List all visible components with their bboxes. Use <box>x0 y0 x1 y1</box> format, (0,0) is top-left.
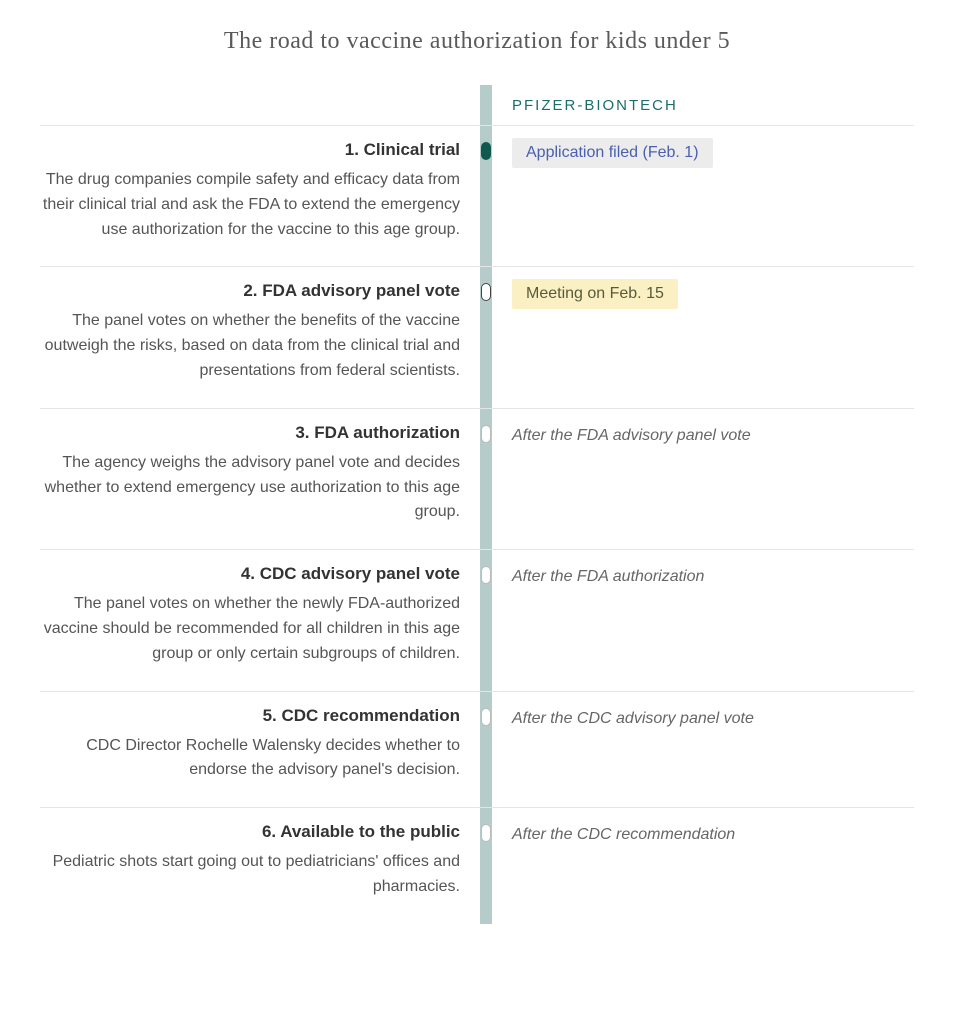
status-label: After the FDA authorization <box>512 562 704 592</box>
timeline-marker <box>481 566 491 584</box>
step-left: 3. FDA authorization The agency weighs th… <box>40 409 480 549</box>
step-left: 5. CDC recommendation CDC Director Rochel… <box>40 692 480 808</box>
step-row: 5. CDC recommendation CDC Director Rochel… <box>40 691 914 808</box>
timeline-track <box>480 692 492 808</box>
timeline-marker <box>481 824 491 842</box>
step-status: After the FDA advisory panel vote <box>492 409 914 549</box>
step-row: 3. FDA authorization The agency weighs th… <box>40 408 914 549</box>
timeline-track <box>480 808 492 924</box>
step-title: 2. FDA advisory panel vote <box>40 281 460 301</box>
column-label: PFIZER-BIONTECH <box>492 97 914 114</box>
timeline-track <box>480 409 492 549</box>
status-label: Application filed (Feb. 1) <box>512 138 713 168</box>
step-description: CDC Director Rochelle Walensky decides w… <box>40 734 460 784</box>
timeline-marker <box>481 142 491 160</box>
step-description: The drug companies compile safety and ef… <box>40 168 460 242</box>
step-row: 1. Clinical trial The drug companies comp… <box>40 125 914 266</box>
page-title: The road to vaccine authorization for ki… <box>40 20 914 85</box>
status-label: After the CDC advisory panel vote <box>512 704 754 734</box>
steps-list: 1. Clinical trial The drug companies comp… <box>40 125 914 924</box>
step-title: 6. Available to the public <box>40 822 460 842</box>
step-left: 6. Available to the public Pediatric shot… <box>40 808 480 924</box>
step-row: 2. FDA advisory panel vote The panel vote… <box>40 266 914 407</box>
timeline-marker <box>481 283 491 301</box>
step-left: 2. FDA advisory panel vote The panel vote… <box>40 267 480 407</box>
status-label: Meeting on Feb. 15 <box>512 279 678 309</box>
step-status: After the CDC recommendation <box>492 808 914 924</box>
step-description: The panel votes on whether the newly FDA… <box>40 592 460 666</box>
step-left: 1. Clinical trial The drug companies comp… <box>40 126 480 266</box>
step-description: The panel votes on whether the benefits … <box>40 309 460 383</box>
timeline-marker <box>481 708 491 726</box>
timeline-infographic: The road to vaccine authorization for ki… <box>0 0 954 964</box>
step-row: 4. CDC advisory panel vote The panel vote… <box>40 549 914 690</box>
step-description: The agency weighs the advisory panel vot… <box>40 451 460 525</box>
status-label: After the FDA advisory panel vote <box>512 421 751 451</box>
timeline-track <box>480 126 492 266</box>
step-row: 6. Available to the public Pediatric shot… <box>40 807 914 924</box>
status-label: After the CDC recommendation <box>512 820 735 850</box>
column-header-row: PFIZER-BIONTECH <box>40 85 914 125</box>
step-status: Application filed (Feb. 1) <box>492 126 914 266</box>
step-title: 5. CDC recommendation <box>40 706 460 726</box>
step-description: Pediatric shots start going out to pedia… <box>40 850 460 900</box>
step-status: After the FDA authorization <box>492 550 914 690</box>
timeline-track <box>480 267 492 407</box>
timeline-marker <box>481 425 491 443</box>
step-left: 4. CDC advisory panel vote The panel vote… <box>40 550 480 690</box>
step-title: 1. Clinical trial <box>40 140 460 160</box>
timeline-track <box>480 550 492 690</box>
timeline-track-header <box>480 85 492 125</box>
step-status: Meeting on Feb. 15 <box>492 267 914 407</box>
step-status: After the CDC advisory panel vote <box>492 692 914 808</box>
step-title: 4. CDC advisory panel vote <box>40 564 460 584</box>
step-title: 3. FDA authorization <box>40 423 460 443</box>
